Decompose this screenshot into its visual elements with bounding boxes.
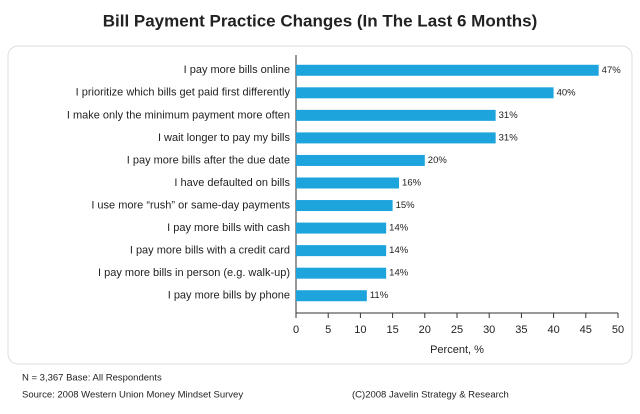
value-label: 31% <box>499 132 519 143</box>
x-tick-label: 20 <box>419 324 431 336</box>
bar <box>296 200 393 212</box>
x-tick-label: 35 <box>515 324 527 336</box>
note: N = 3,367 Base: All Respondents <box>22 373 162 384</box>
y-tick-label: I have defaulted on bills <box>174 177 290 189</box>
value-label: 40% <box>557 87 577 98</box>
x-tick-label: 5 <box>325 324 331 336</box>
value-label: 20% <box>428 155 448 166</box>
x-tick-label: 0 <box>293 324 299 336</box>
value-label: 11% <box>370 290 389 301</box>
y-tick-label: I pay more bills in person (e.g. walk-up… <box>98 267 290 279</box>
value-label: 47% <box>602 65 622 76</box>
y-tick-label: I pay more bills online <box>184 64 290 76</box>
x-tick-label: 25 <box>451 324 463 336</box>
y-tick-label: I wait longer to pay my bills <box>158 132 291 144</box>
chart-frame <box>7 45 633 365</box>
x-tick-label: 30 <box>483 324 495 336</box>
y-tick-label: I pay more bills after the due date <box>127 154 290 166</box>
bar <box>296 177 400 189</box>
y-tick-label: I pay more bills with a credit card <box>130 245 290 257</box>
x-tick-label: 15 <box>386 324 398 336</box>
credit: (C)2008 Javelin Strategy & Research <box>352 390 509 401</box>
value-label: 14% <box>389 223 409 234</box>
bar <box>296 64 599 76</box>
x-tick-label: 50 <box>612 324 624 336</box>
y-tick-label: I use more “rush” or same-day payments <box>91 199 290 211</box>
value-label: 15% <box>396 200 416 211</box>
bar <box>296 132 496 144</box>
source: Source: 2008 Western Union Money Mindset… <box>22 390 243 401</box>
y-tick-label: I make only the minimum payment more oft… <box>67 109 290 121</box>
value-label: 14% <box>389 245 409 256</box>
bar <box>296 109 496 121</box>
y-tick-label: I pay more bills with cash <box>167 222 290 234</box>
y-tick-label: I prioritize which bills get paid first … <box>76 87 291 99</box>
x-tick-label: 40 <box>547 324 559 336</box>
bar <box>296 290 367 302</box>
x-axis-label: Percent, % <box>430 344 484 356</box>
y-tick-label: I pay more bills by phone <box>168 290 290 302</box>
bar <box>296 154 425 166</box>
chart-title: Bill Payment Practice Changes (In The La… <box>103 11 538 30</box>
value-label: 31% <box>499 110 519 121</box>
value-label: 14% <box>389 268 409 279</box>
bar <box>296 267 387 279</box>
x-tick-label: 10 <box>354 324 366 336</box>
bar <box>296 245 387 257</box>
bar <box>296 87 554 99</box>
bar <box>296 222 387 234</box>
value-label: 16% <box>402 178 422 189</box>
x-tick-label: 45 <box>580 324 592 336</box>
